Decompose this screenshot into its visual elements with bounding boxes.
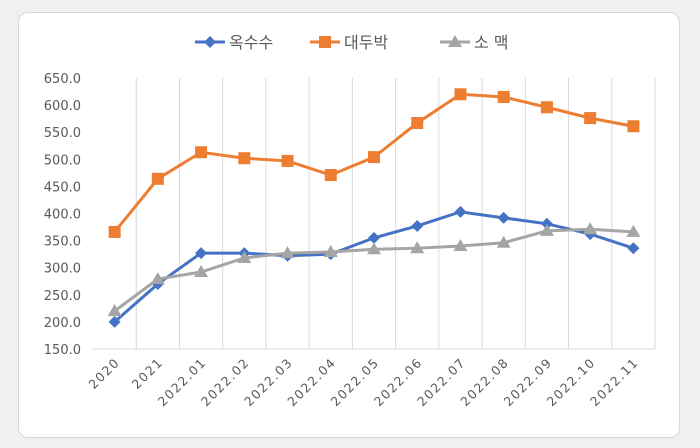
y-tick-label: 200.0 [44,316,81,331]
series-1 [108,88,640,238]
data-point [194,265,209,278]
data-point [319,36,331,48]
legend-item: 옥수수 [195,33,273,52]
y-tick-label: 450.0 [44,180,81,195]
data-point [280,246,295,259]
data-point [454,205,467,218]
data-point [108,225,121,238]
data-point [448,35,462,47]
y-tick-label: 500.0 [44,153,81,168]
legend-label: 옥수수 [229,33,273,52]
y-tick-label: 400.0 [44,208,81,223]
data-point [583,222,598,235]
data-point [108,315,121,328]
data-point [454,88,467,101]
y-tick-label: 300.0 [44,262,81,277]
chart-card [18,12,680,438]
legend-item: 대두박 [310,33,388,52]
data-point [540,217,553,230]
data-point [237,250,252,263]
x-tick-label: 2021 [129,355,166,392]
y-tick-label: 550.0 [44,126,81,141]
legend-label: 대두박 [344,33,388,52]
data-point [497,211,510,224]
data-point [496,235,511,248]
data-point [367,242,381,255]
data-point [323,244,338,257]
series-0 [108,205,640,328]
data-point [151,172,164,185]
data-point [497,90,510,103]
data-point [627,120,640,133]
data-point [453,239,468,252]
data-point [584,112,597,125]
y-tick-label: 250.0 [44,289,81,304]
y-tick-label: 350.0 [44,235,81,250]
legend-label: 소 맥 [474,33,509,52]
data-point [411,219,424,232]
data-point [324,169,337,182]
y-tick-label: 650.0 [44,72,81,87]
x-tick-label: 2020 [85,355,122,392]
data-point [540,101,553,114]
series-2 [107,222,641,317]
data-point [410,241,425,254]
y-tick-label: 150.0 [44,343,81,358]
data-point [539,223,554,236]
data-point [107,304,122,317]
data-point [368,231,380,244]
data-point [626,224,641,237]
data-point [150,272,165,285]
y-tick-label: 600.0 [44,99,81,114]
data-point [411,116,424,129]
data-point [238,152,251,165]
data-point [195,146,208,159]
data-point [627,242,640,255]
data-point [368,151,380,164]
data-point [195,247,208,260]
legend-item: 소 맥 [440,33,509,52]
series-line [113,210,634,324]
data-point [204,36,216,48]
data-point [281,154,294,167]
